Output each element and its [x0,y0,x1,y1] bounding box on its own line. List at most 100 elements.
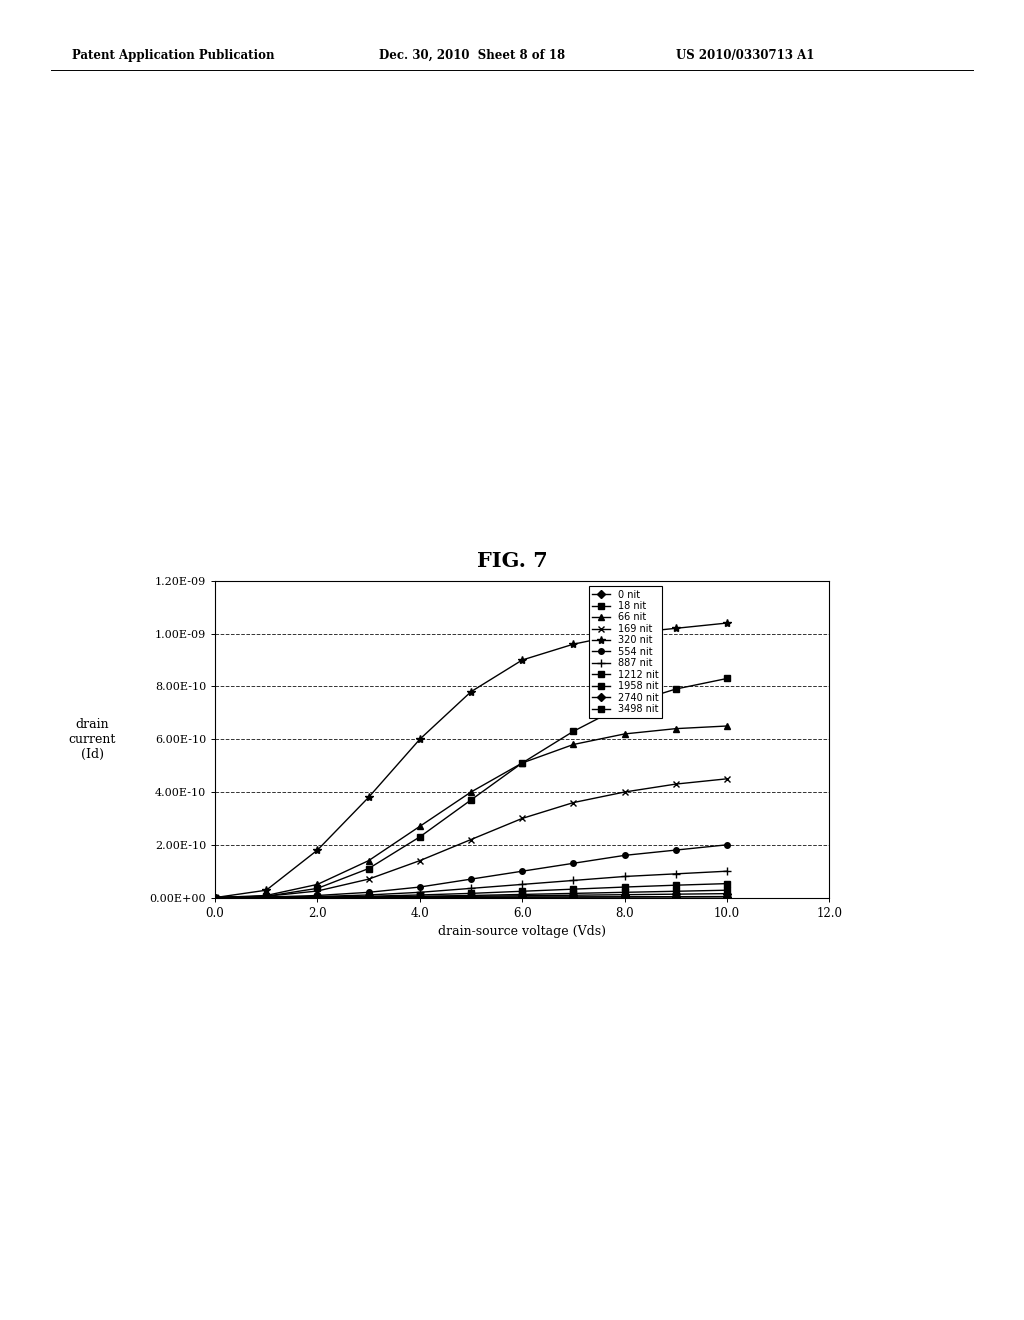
1958 nit [414,888,426,904]
320 nit [311,842,324,858]
3498 nit [311,890,324,906]
Line: 2740 nit: 2740 nit [212,891,730,900]
887 nit [414,884,426,900]
18 nit [516,755,528,771]
1212 nit [414,887,426,903]
2740 nit [260,890,272,906]
Line: 169 nit: 169 nit [212,775,730,902]
2740 nit [209,890,221,906]
554 nit [260,890,272,906]
2740 nit [721,886,733,902]
169 nit [721,771,733,787]
887 nit [465,880,477,896]
320 nit [209,890,221,906]
3498 nit [721,888,733,904]
320 nit [465,684,477,700]
66 nit [362,853,375,869]
887 nit [311,888,324,904]
554 nit [362,884,375,900]
66 nit [516,755,528,771]
554 nit [618,847,631,863]
554 nit [311,887,324,903]
Line: 1958 nit: 1958 nit [212,887,730,900]
3498 nit [618,890,631,906]
1958 nit [516,887,528,903]
66 nit [567,737,580,752]
320 nit [516,652,528,668]
66 nit [260,887,272,903]
0 nit [721,888,733,904]
0 nit [516,890,528,906]
887 nit [260,890,272,906]
18 nit [209,890,221,906]
887 nit [721,863,733,879]
169 nit [414,853,426,869]
18 nit [618,697,631,713]
X-axis label: drain-source voltage (Vds): drain-source voltage (Vds) [438,925,606,939]
3498 nit [465,890,477,906]
Line: 887 nit: 887 nit [211,867,731,902]
1958 nit [260,890,272,906]
554 nit [721,837,733,853]
554 nit [670,842,682,858]
18 nit [260,888,272,904]
169 nit [362,871,375,887]
2740 nit [311,890,324,906]
0 nit [362,890,375,906]
18 nit [414,829,426,845]
320 nit [260,882,272,898]
2740 nit [465,888,477,904]
554 nit [567,855,580,871]
66 nit [721,718,733,734]
0 nit [465,890,477,906]
169 nit [311,883,324,899]
18 nit [567,723,580,739]
0 nit [618,888,631,904]
1212 nit [618,879,631,895]
320 nit [414,731,426,747]
0 nit [260,890,272,906]
2740 nit [362,890,375,906]
18 nit [721,671,733,686]
2740 nit [516,888,528,904]
1958 nit [670,883,682,899]
554 nit [465,871,477,887]
18 nit [311,880,324,896]
3498 nit [362,890,375,906]
0 nit [311,890,324,906]
2740 nit [618,887,631,903]
1212 nit [516,883,528,899]
169 nit [209,890,221,906]
887 nit [567,873,580,888]
3498 nit [209,890,221,906]
169 nit [670,776,682,792]
66 nit [670,721,682,737]
Line: 0 nit: 0 nit [212,894,730,900]
18 nit [670,681,682,697]
Line: 320 nit: 320 nit [211,619,731,902]
887 nit [362,887,375,903]
2740 nit [567,887,580,903]
320 nit [567,636,580,652]
Line: 66 nit: 66 nit [212,722,730,902]
Text: drain
current
(Id): drain current (Id) [69,718,116,760]
169 nit [618,784,631,800]
887 nit [209,890,221,906]
0 nit [567,890,580,906]
Text: US 2010/0330713 A1: US 2010/0330713 A1 [676,49,814,62]
66 nit [618,726,631,742]
Text: Patent Application Publication: Patent Application Publication [72,49,274,62]
1958 nit [362,888,375,904]
0 nit [209,890,221,906]
1212 nit [362,888,375,904]
Line: 3498 nit: 3498 nit [212,894,730,900]
1212 nit [311,890,324,906]
1958 nit [721,882,733,898]
66 nit [209,890,221,906]
887 nit [670,866,682,882]
1212 nit [721,875,733,891]
Text: Dec. 30, 2010  Sheet 8 of 18: Dec. 30, 2010 Sheet 8 of 18 [379,49,565,62]
320 nit [618,626,631,642]
1958 nit [465,887,477,903]
66 nit [311,876,324,892]
